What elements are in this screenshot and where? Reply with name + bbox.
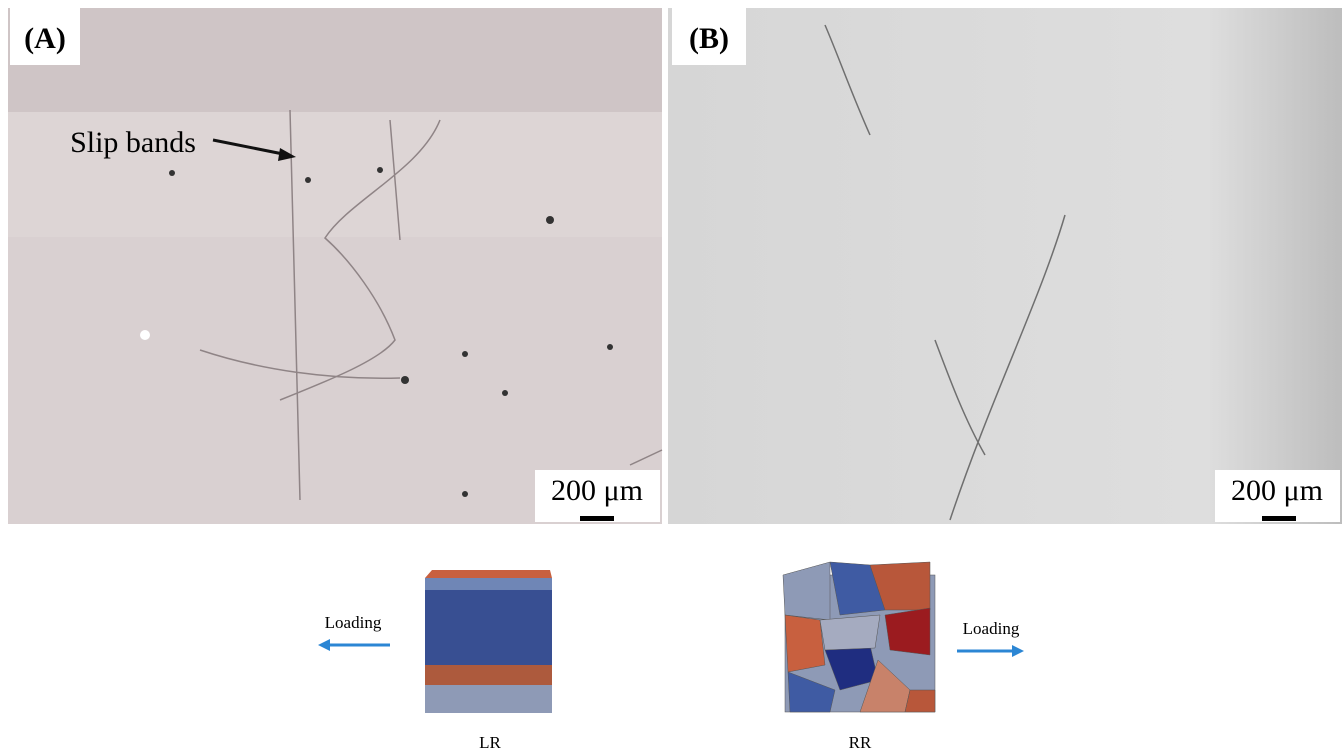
panel-label: (B) <box>689 22 729 55</box>
panel-a: (A) Slip bands 200 μm <box>8 8 662 524</box>
rr-model: Loading RR <box>783 562 1024 752</box>
loading-label: Loading <box>325 613 382 632</box>
scale-label: 200 μm <box>1231 474 1323 507</box>
scale-bar <box>1262 516 1296 521</box>
micrograph-band <box>8 8 662 112</box>
scale-bar <box>580 516 614 521</box>
annotation: Slip bands <box>70 126 196 159</box>
panel-label: (A) <box>24 22 66 55</box>
model-label: RR <box>849 733 872 752</box>
micrograph <box>668 8 1342 524</box>
scale-label: 200 μm <box>551 474 643 507</box>
model-label: LR <box>479 733 501 752</box>
panel-b: (B) 200 μm <box>668 8 1342 524</box>
cube-top <box>425 570 552 578</box>
figure: (A) Slip bands 200 μm (B) 200 μm Loading… <box>0 0 1342 752</box>
loading-label: Loading <box>963 619 1020 638</box>
lr-model: Loading LR <box>318 570 552 752</box>
